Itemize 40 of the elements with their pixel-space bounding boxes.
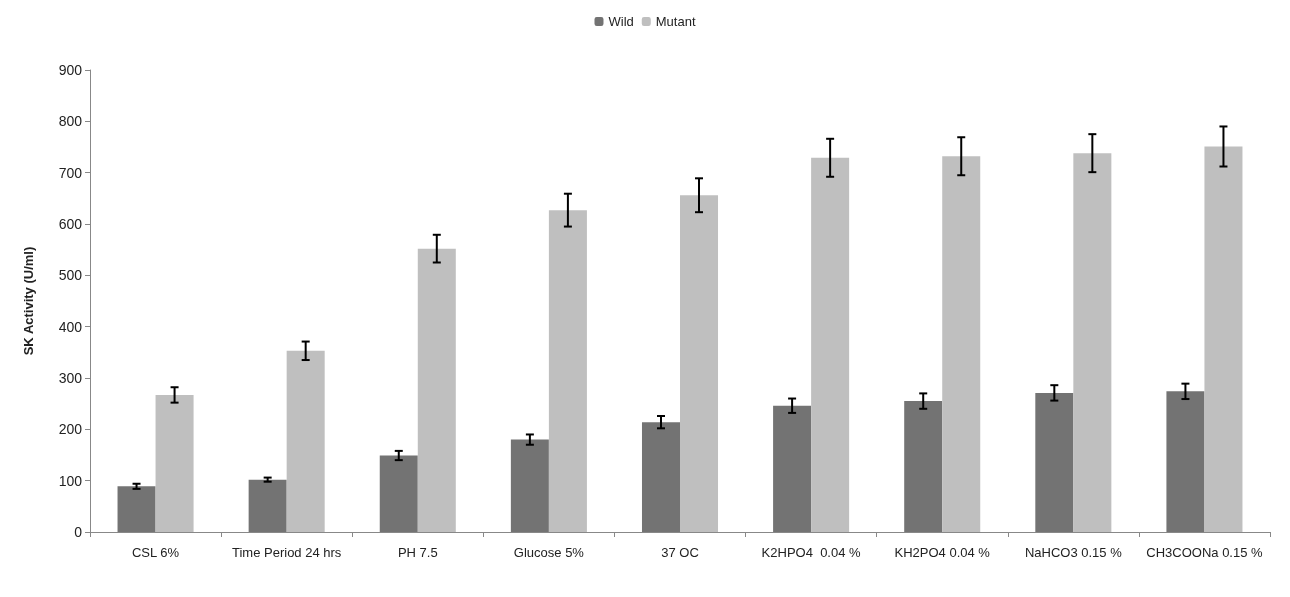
x-tick-label: PH 7.5 <box>397 545 438 560</box>
x-tick-label: 37 OC <box>661 545 699 560</box>
y-tick-label: 400 <box>58 318 83 335</box>
y-tick-label: 0 <box>74 524 83 540</box>
y-tick-label: 500 <box>58 267 83 284</box>
bar <box>680 195 719 532</box>
bar <box>773 405 812 532</box>
bar <box>811 157 850 532</box>
x-tick-label: KH2PO4 0.04 % <box>894 545 991 560</box>
x-tick-label: Time Period 24 hrs <box>231 545 342 560</box>
y-tick-label: 200 <box>58 421 83 438</box>
bar <box>510 439 549 532</box>
y-tick-label: 800 <box>58 113 83 130</box>
bar <box>417 248 456 532</box>
bar <box>1035 392 1074 532</box>
bar <box>286 350 325 532</box>
y-tick-label: 700 <box>58 164 83 181</box>
bar <box>248 479 287 532</box>
bar <box>379 455 418 532</box>
legend-label: Mutant <box>655 14 696 29</box>
x-tick-label: CSL 6% <box>131 545 180 560</box>
bar <box>904 401 943 532</box>
y-tick-label: 300 <box>58 370 83 386</box>
x-tick-label: CH3COONa 0.15 % <box>1146 545 1264 560</box>
x-tick-label: Glucose 5% <box>513 545 585 560</box>
y-tick-label: 600 <box>58 216 83 232</box>
legend-label: Wild <box>608 14 634 29</box>
bar <box>1073 153 1112 532</box>
x-tick-label: K2HPO4 0.04 % <box>761 545 862 560</box>
bar <box>1204 146 1243 532</box>
bar <box>117 486 156 532</box>
bar <box>641 422 680 532</box>
y-tick-label: 900 <box>58 62 83 78</box>
x-tick-label: NaHCO3 0.15 % <box>1024 545 1123 560</box>
y-axis-title: SK Activity (U/ml) <box>21 246 36 356</box>
bar <box>1166 391 1205 532</box>
bar <box>155 394 194 532</box>
bar <box>942 156 981 532</box>
bar <box>548 210 587 532</box>
y-tick-label: 100 <box>58 472 83 489</box>
